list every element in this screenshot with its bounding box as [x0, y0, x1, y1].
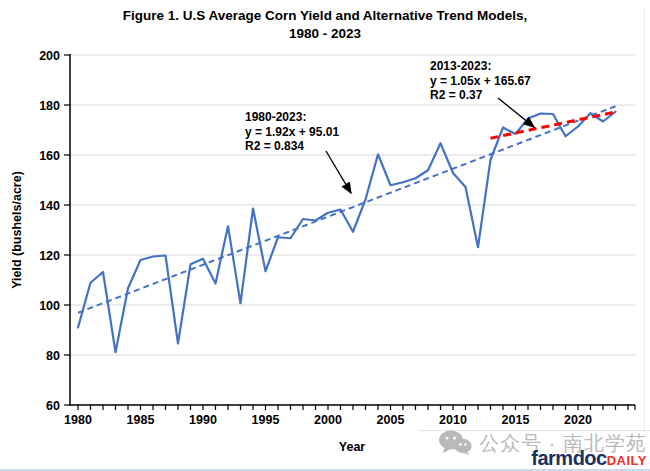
x-tick-label: 2020 — [564, 413, 592, 427]
farmdoc-logo-text: farmdoc — [531, 447, 606, 470]
y-tick-label: 80 — [46, 349, 60, 363]
gridlines — [70, 55, 635, 355]
x-tick-label: 2005 — [377, 413, 405, 427]
x-tick-label: 1990 — [189, 413, 217, 427]
watermark: 公众号 · 南北学苑 farmdocDAILY — [438, 430, 647, 470]
yield-line-series — [78, 112, 616, 353]
y-tick-label: 140 — [39, 199, 60, 213]
y-tick-label: 60 — [46, 399, 60, 413]
y-tick-label: 180 — [39, 99, 60, 113]
chart-title-line2: 1980 - 2023 — [0, 25, 650, 43]
trend-line-1980-2023 — [78, 106, 616, 313]
x-tick-label: 1980 — [64, 413, 92, 427]
y-tick-label: 200 — [39, 49, 60, 63]
x-tick-label: 2000 — [314, 413, 342, 427]
daily-logo-text: DAILY — [607, 453, 647, 468]
x-tick-label: 1995 — [252, 413, 280, 427]
x-tick-label: 2015 — [502, 413, 530, 427]
annotation-range-label: 1980-2023: — [245, 110, 339, 125]
annotation-equation: y = 1.92x + 95.01 — [245, 125, 339, 140]
wechat-icon — [438, 430, 472, 455]
annotation-r2: R2 = 0.834 — [245, 139, 339, 154]
y-tick-label: 100 — [39, 299, 60, 313]
corn-yield-chart: 60 80 100 120 140 160 180 200 1980 1985 1990 1995 20… — [0, 0, 650, 471]
x-tick-label: 1985 — [127, 413, 155, 427]
chart-right-border — [644, 8, 645, 432]
chart-title-line1: Figure 1. U.S Average Corn Yield and Alt… — [0, 7, 650, 25]
x-tick-label: 2010 — [439, 413, 467, 427]
annotation-arrow — [326, 151, 351, 193]
chart-title: Figure 1. U.S Average Corn Yield and Alt… — [0, 7, 650, 43]
y-tick-label: 160 — [39, 149, 60, 163]
trend-annotation-1980-2023: 1980-2023: y = 1.92x + 95.01 R2 = 0.834 — [245, 110, 339, 154]
x-axis-title: Year — [339, 440, 365, 454]
annotation-r2: R2 = 0.37 — [430, 88, 531, 103]
y-tick-label: 120 — [39, 249, 60, 263]
y-axis-title: Yield (bushels/acre) — [10, 171, 24, 289]
trend-annotation-2013-2023: 2013-2023: y = 1.05x + 165.67 R2 = 0.37 — [430, 59, 531, 103]
annotation-range-label: 2013-2023: — [430, 59, 531, 74]
annotation-equation: y = 1.05x + 165.67 — [430, 74, 531, 89]
farmdoc-daily-logo: farmdocDAILY — [531, 447, 647, 470]
